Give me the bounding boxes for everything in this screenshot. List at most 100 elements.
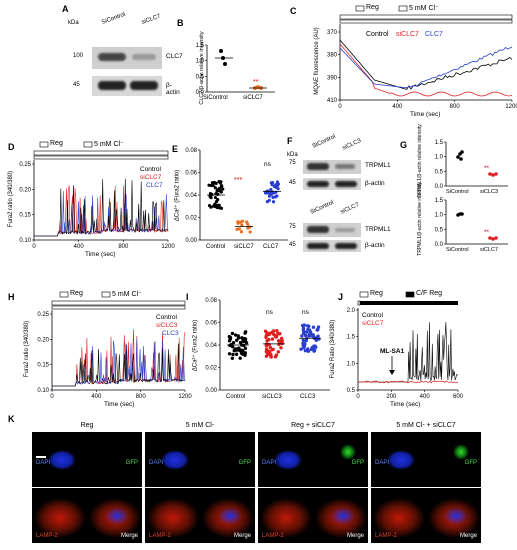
y-tick-label: 0.25 [19,162,31,168]
data-point [223,62,227,66]
western-blot-clc7 [92,47,162,69]
y-tick-label: 1.5 [435,198,444,204]
band-label: TRPML1 [365,226,391,233]
data-point [209,205,213,209]
data-point [211,183,215,187]
line-chart-h: 0.10 0.15 0.20 0.25 0 400 800 1200 [37,291,192,400]
data-point [238,220,243,224]
x-tick: siCLC7 [234,244,254,250]
data-point [218,189,222,193]
data-point [243,353,247,357]
data-point [301,331,306,335]
y-tick-label: 0.06 [185,171,197,177]
channel-label: GFP [351,460,364,466]
micrograph-dapi: DAPI [32,432,87,487]
x-axis-label: Time (sec) [410,111,441,118]
data-point [310,345,314,350]
panel-j: J 0.5 1.0 1.5 2.0 0 200 400 600 Reg C/F Reg Con… [330,290,517,415]
x-tick-label: 1200 [161,244,175,250]
scatter-plot-g: 0.0 0.5 1.0 1.5 0.0 0.5 1.0 1.5 ** ** [435,140,508,248]
data-point [312,348,317,353]
mw-label: 75 [289,224,296,230]
data-point [264,344,269,348]
y-tick-label: 0.02 [205,366,217,372]
panel-i: I 0.00 0.02 0.04 0.06 0.08 ns ns ΔCa²⁺ (Fura… [180,290,340,415]
panel-a: A kDa SiControl siCLC7 100 45 CLC7 β-act… [0,0,183,105]
data-point [228,343,232,348]
band-label: β-actin [365,180,385,187]
y-tick-label: 1.5 [196,43,205,49]
y-axis-label: Fura2 Ratio (340/380) [330,319,336,379]
scatter-plot-i: 0.00 0.02 0.04 0.06 0.08 ns ns [205,298,330,394]
data-point [208,192,213,196]
panel-b: B 0.0 0.5 1.0 1.5 ** CLC7/β-actin relative … [175,0,285,110]
mw-label: 45 [73,82,80,88]
microscopy-column: Reg + siCLC7 DAPI GFP LAMP-2 Merge [258,422,368,544]
data-point [267,352,271,356]
x-tick-label: 1200 [178,394,192,400]
data-point [315,328,320,332]
data-point [271,191,276,195]
data-point [270,330,274,335]
y-axis-label: TRPML1/β-actin relative intensity [417,182,423,256]
column-title: 5 mM Cl- + siCLC7 [396,422,456,429]
data-point [279,336,284,340]
data-point [239,351,244,355]
panel-label: J [338,292,344,302]
channel-label: Merge [346,533,364,539]
y-tick-label: 0.10 [19,238,31,244]
y-tick-label: 0.06 [205,321,217,327]
data-point [494,172,498,176]
x-axis-label: Time (sec) [85,251,116,258]
data-point [274,353,279,357]
data-point [270,337,275,341]
data-point [301,338,306,343]
annotation-mlsa1: ML-SA1 [380,348,405,355]
panel-label: D [8,142,15,152]
y-tick-label: 1.0 [196,59,205,65]
data-point [305,324,310,328]
panel-h: H 0.10 0.15 0.20 0.25 0 400 800 1200 Reg 5 mM C… [0,290,192,415]
x-tick: siCLC3 [262,394,282,400]
micrograph-gfp: GFP [200,432,255,487]
data-point [266,332,271,337]
x-tick-label: 400 [74,244,85,250]
data-point [301,341,305,346]
y-tick-label: 2.0 [347,308,356,314]
legend-reg: Reg [50,140,63,147]
sig-label: ** [253,79,259,86]
data-point [265,349,270,353]
series-control: Control [366,31,389,38]
x-axis-label: Time (sec) [390,401,421,408]
sig-label: ns [302,309,310,316]
micrograph-merge: Merge [313,488,368,543]
legend-cl: 5 mM Cl⁻ [409,5,439,12]
data-point [276,350,281,354]
data-point [217,203,221,207]
y-tick-label: 1.0 [435,155,444,161]
panel-label: B [177,18,184,28]
x-tick: siCLC7 [480,247,499,253]
data-point [456,155,460,159]
data-point [301,326,306,331]
x-tick: Control [206,244,226,250]
data-point [267,198,271,202]
micrograph-merge: Merge [200,488,255,543]
channel-label: LAMP-2 [36,533,58,539]
y-tick-label: 0.5 [435,169,444,175]
y-tick-label: 0.0 [196,90,205,96]
y-tick-label: 1.5 [435,140,444,146]
sig-label: ns [266,309,274,316]
data-point [216,197,220,202]
x-tick-label: 0 [356,394,360,400]
data-point [494,236,498,240]
data-point [316,334,320,338]
panel-label: E [172,144,179,154]
y-tick-label: 0.04 [205,343,217,349]
sig-label: *** [234,177,242,184]
y-tick-label: 1.5 [347,335,356,341]
western-blot-actin [92,76,162,96]
data-point [244,341,249,345]
channel-label: GFP [238,460,251,466]
y-tick-label: 0.00 [205,388,217,394]
